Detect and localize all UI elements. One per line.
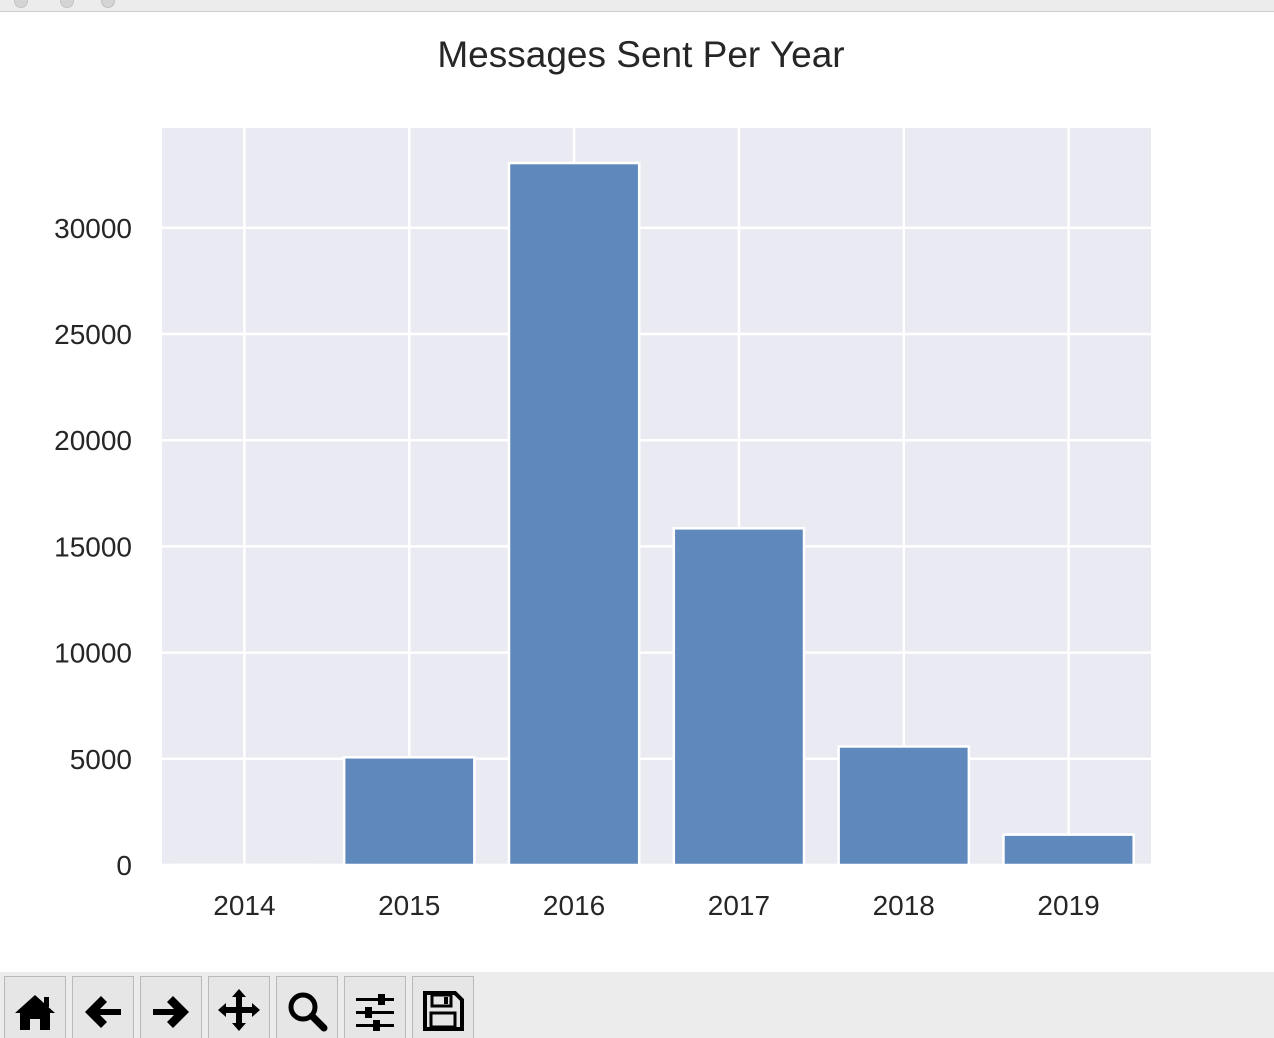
plot-area: [162, 128, 1151, 865]
x-tick-label: 2019: [1037, 890, 1099, 921]
y-tick-label: 5000: [70, 744, 132, 775]
floppy-disk-icon: [423, 991, 464, 1031]
chart-title: Messages Sent Per Year: [437, 34, 845, 75]
y-tick-label: 0: [116, 850, 132, 881]
arrow-right-icon: [153, 996, 189, 1028]
bar-2018: [837, 745, 971, 867]
x-tick-label: 2015: [378, 890, 440, 921]
navigation-toolbar: [0, 972, 1274, 1038]
forward-button[interactable]: [140, 976, 202, 1038]
bar-2019: [1002, 833, 1135, 867]
bar-2014: [178, 863, 311, 867]
y-tick-label: 10000: [54, 638, 132, 669]
x-tick-label: 2016: [543, 890, 605, 921]
y-tick-label: 15000: [54, 531, 132, 562]
sliders-icon: [356, 994, 394, 1031]
configure-subplots-button[interactable]: [344, 976, 406, 1038]
bar-chart: 0 5000 10000 15000 20000 25000 30000 2014 2015 20…: [54, 128, 1151, 921]
back-button[interactable]: [72, 976, 134, 1038]
zoom-window-button[interactable]: [101, 0, 115, 8]
y-tick-label: 30000: [54, 213, 132, 244]
home-button[interactable]: [4, 976, 66, 1038]
bar-2016: [507, 161, 641, 867]
move-icon: [218, 989, 260, 1031]
bar-2017: [672, 527, 806, 867]
y-tick-label: 25000: [54, 319, 132, 350]
x-tick-label: 2014: [213, 890, 275, 921]
minimize-window-button[interactable]: [60, 0, 74, 8]
figure-canvas: Messages Sent Per Year 0 5000 10000 15000 20…: [0, 12, 1274, 972]
close-window-button[interactable]: [14, 0, 28, 8]
x-tick-label: 2017: [708, 890, 770, 921]
bar-2015: [342, 756, 476, 867]
x-tick-label: 2018: [873, 890, 935, 921]
home-icon: [15, 995, 55, 1030]
zoom-button[interactable]: [276, 976, 338, 1038]
save-button[interactable]: [412, 976, 474, 1038]
arrow-left-icon: [85, 996, 121, 1028]
y-tick-label: 20000: [54, 425, 132, 456]
magnifier-icon: [288, 992, 328, 1032]
pan-button[interactable]: [208, 976, 270, 1038]
window-titlebar: [0, 0, 1274, 12]
